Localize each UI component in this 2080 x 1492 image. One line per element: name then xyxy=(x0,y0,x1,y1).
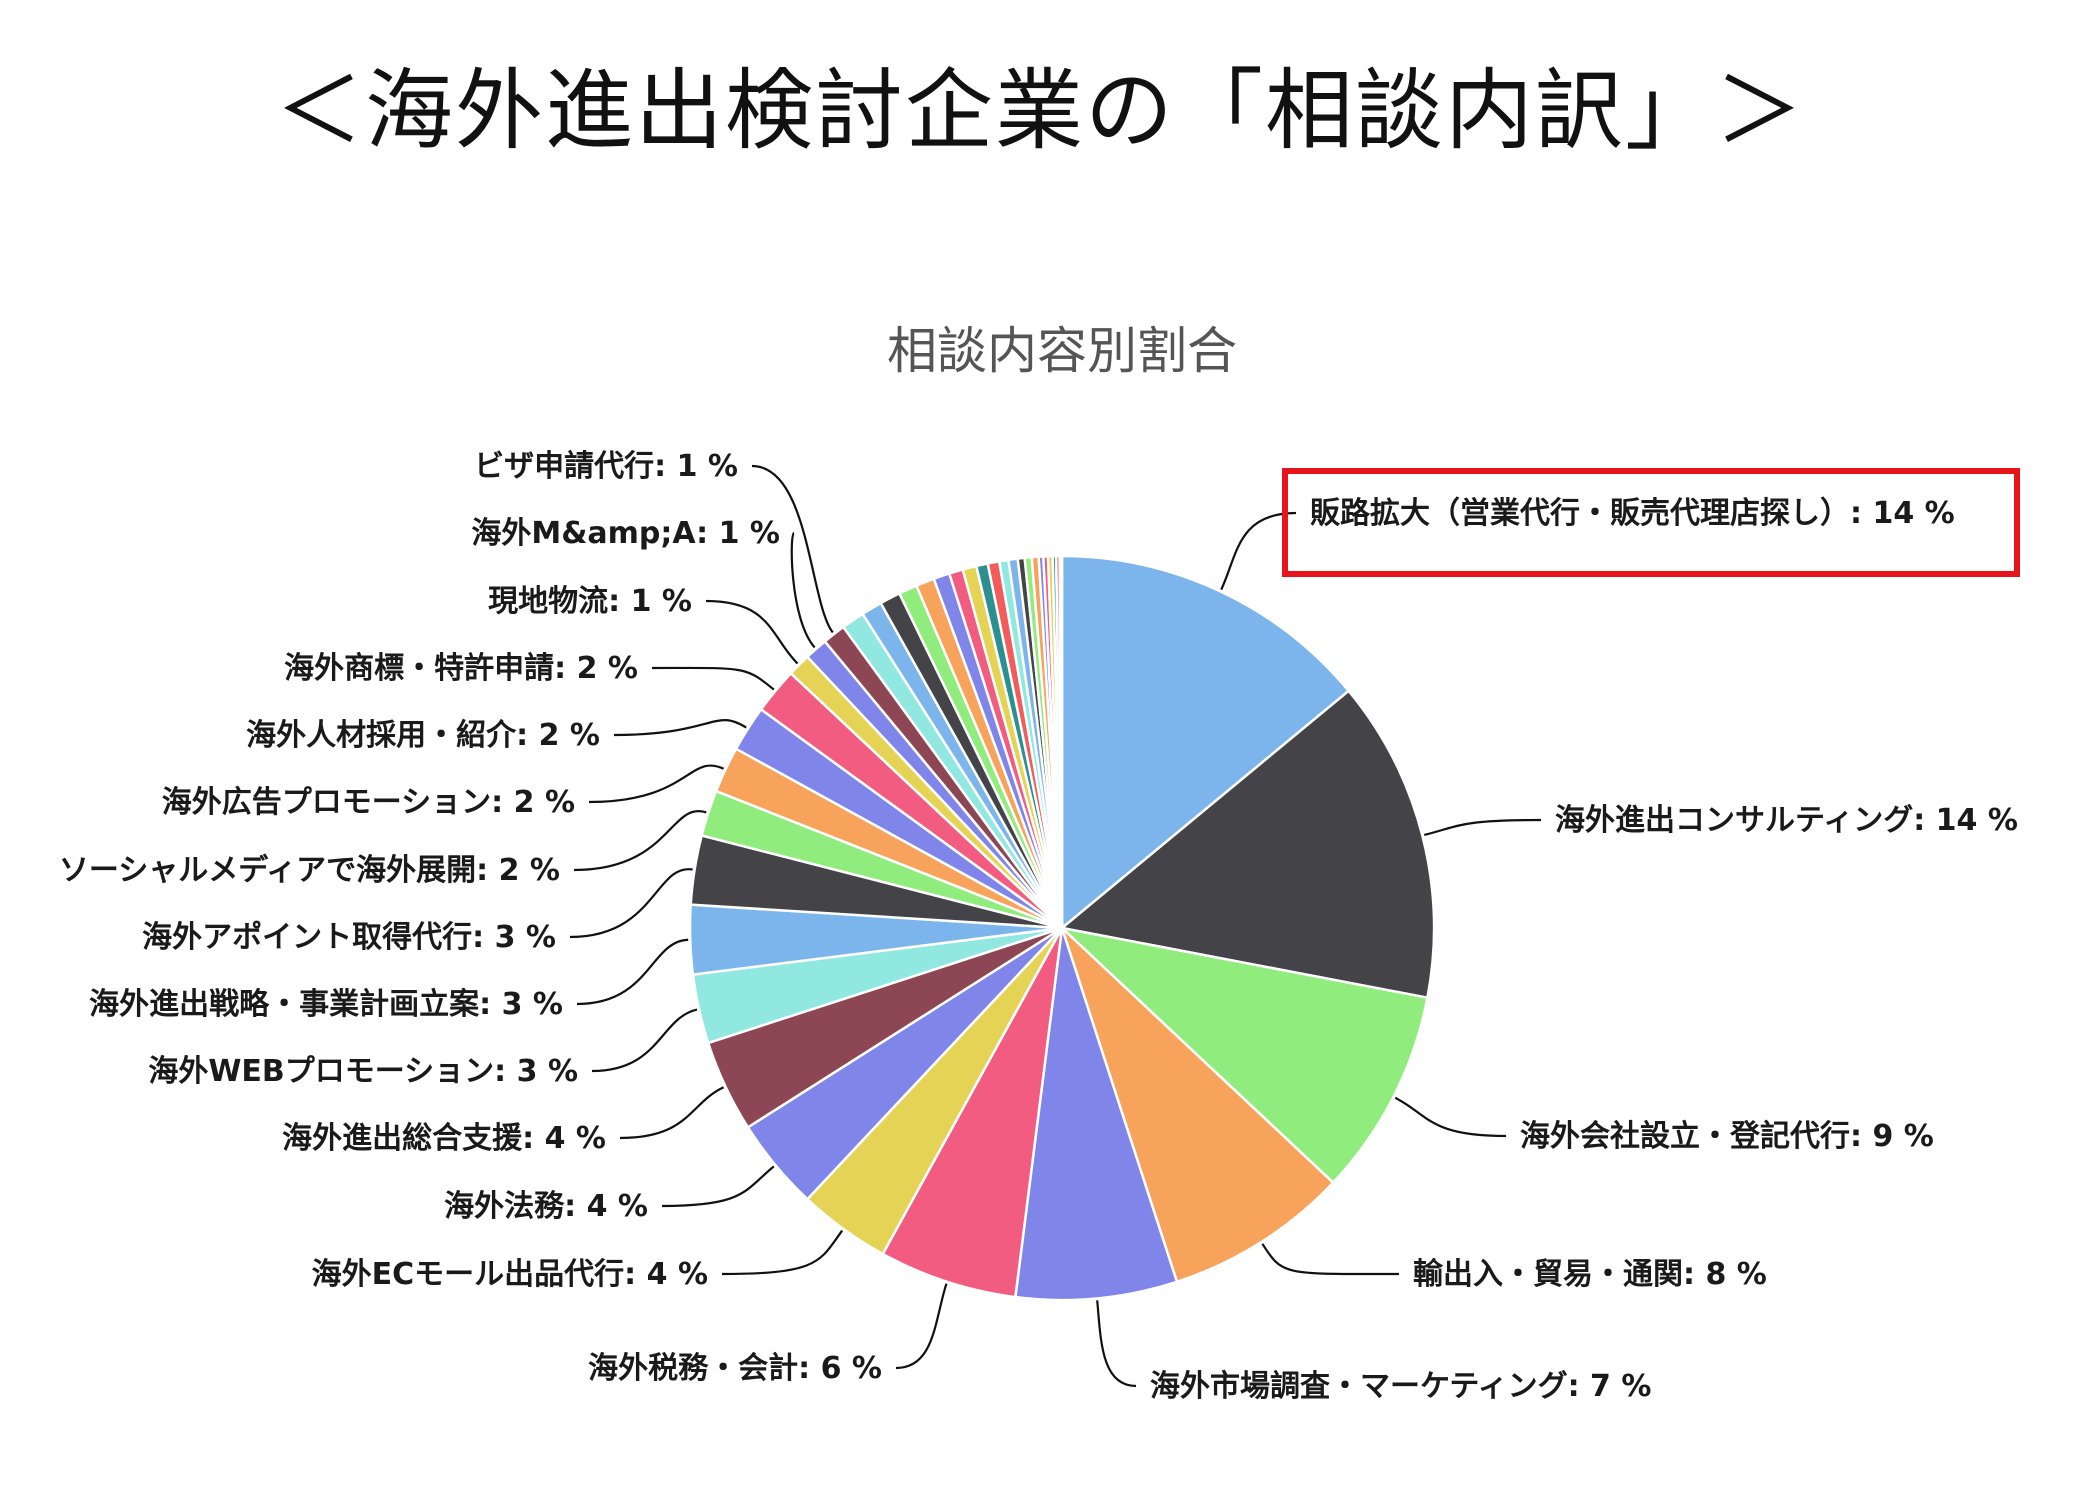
slice-label: 海外人材採用・紹介: 2 % xyxy=(246,718,600,753)
pie-slice xyxy=(1060,554,1351,931)
leader-line xyxy=(588,764,725,804)
slice-label: 海外商標・特許申請: 2 % xyxy=(284,651,638,686)
slice-label: ソーシャルメディアで海外展開: 2 % xyxy=(59,853,560,888)
slice-label: 海外広告プロモーション: 2 % xyxy=(162,785,575,820)
leader-line xyxy=(661,1165,775,1208)
highlight-box xyxy=(1282,468,2020,577)
pie-slice xyxy=(1058,925,1429,1185)
slice-label: 海外WEBプロモーション: 3 % xyxy=(148,1054,578,1089)
pie-slice xyxy=(1013,927,1179,1302)
slice-label: 海外市場調査・マーケティング: 7 % xyxy=(1150,1369,1651,1404)
slice-label: 海外会社設立・登記代行: 9 % xyxy=(1520,1119,1934,1154)
leader-line xyxy=(573,810,707,872)
slice-label: ビザ申請代行: 1 % xyxy=(474,449,738,484)
leader-line xyxy=(1096,1300,1137,1388)
leader-line xyxy=(613,719,747,737)
pie-slice xyxy=(881,927,1064,1299)
leader-line xyxy=(751,464,834,634)
chart-title: 相談内容別割合 xyxy=(887,322,1237,380)
slice-label: 輸出入・貿易・通関: 8 % xyxy=(1413,1257,1767,1292)
slice-label: 海外法務: 4 % xyxy=(444,1189,648,1224)
leader-line xyxy=(651,666,775,691)
pie-slice xyxy=(1059,689,1436,1000)
leader-line xyxy=(790,531,816,649)
slice-label: 海外税務・会計: 6 % xyxy=(588,1351,882,1386)
slice-label: 海外ECモール出品代行: 4 % xyxy=(312,1257,708,1292)
leader-line xyxy=(1423,818,1542,837)
leader-line xyxy=(895,1283,948,1370)
leader-line xyxy=(721,1229,844,1276)
leader-lines xyxy=(569,464,1542,1388)
leader-line xyxy=(1220,511,1297,591)
slice-label: 海外進出総合支援: 4 % xyxy=(282,1121,606,1156)
slice-label: 海外進出戦略・事業計画立案: 3 % xyxy=(89,987,563,1022)
slice-label: 海外進出コンサルティング: 14 % xyxy=(1555,803,2018,838)
slice-label: 海外M&amp;A: 1 % xyxy=(471,516,780,551)
pie-slices xyxy=(688,554,1436,1302)
leader-line xyxy=(619,1086,725,1140)
leader-line xyxy=(576,938,689,1006)
slice-label: 販路拡大（営業代行・販売代理店探し）: 14 % xyxy=(1310,496,1955,531)
pie-slice xyxy=(1060,927,1335,1284)
pie-slice xyxy=(1058,554,1064,929)
slice-label: 海外アポイント取得代行: 3 % xyxy=(142,920,556,955)
leader-line xyxy=(705,599,799,665)
leader-line xyxy=(1261,1243,1400,1276)
leader-line xyxy=(569,868,693,939)
leader-line xyxy=(1394,1096,1507,1138)
page-title: ＜海外進出検討企業の「相談内訳」＞ xyxy=(274,59,1805,162)
slice-label: 現地物流: 1 % xyxy=(488,584,692,619)
slice-labels: 販路拡大（営業代行・販売代理店探し）: 14 % 海外進出コンサルティング: 14… xyxy=(59,449,2018,1404)
leader-line xyxy=(591,1008,698,1073)
